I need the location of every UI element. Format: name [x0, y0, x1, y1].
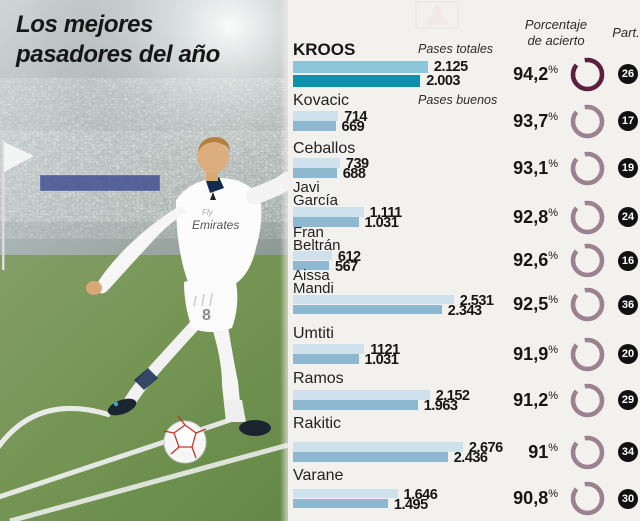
svg-text:8: 8 [202, 307, 211, 324]
svg-text:Emirates: Emirates [192, 218, 239, 232]
svg-text:Fly: Fly [202, 208, 214, 217]
